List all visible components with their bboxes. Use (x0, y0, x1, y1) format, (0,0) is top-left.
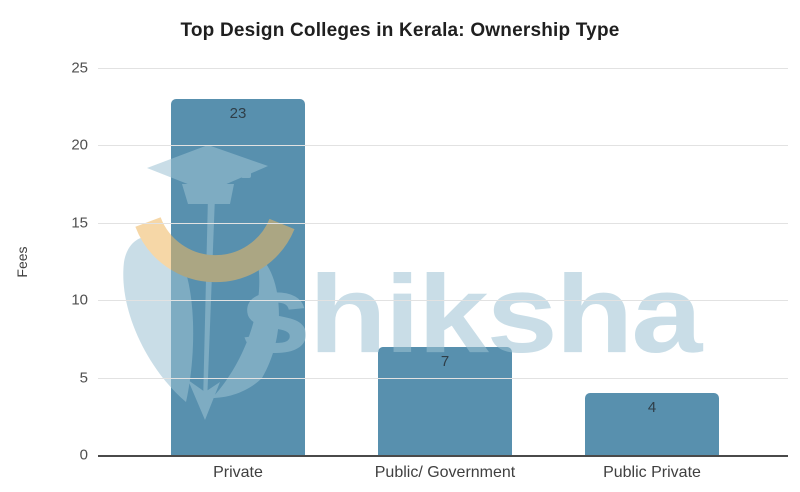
y-tick-label-0: 0 (79, 446, 88, 464)
chart-title: Top Design Colleges in Kerala: Ownership… (180, 20, 620, 41)
bar-value-label-public-government: 7 (440, 352, 450, 370)
y-tick-label-20: 20 (71, 136, 88, 154)
y-axis-label: Fees (14, 246, 30, 278)
bar-private: 23 (171, 98, 305, 455)
y-tick-label-5: 5 (79, 369, 88, 387)
y-tick-label-15: 15 (71, 214, 88, 232)
x-tick-label-private: Private (213, 464, 263, 481)
x-tick-label-public-government: Public/ Government (374, 464, 516, 481)
gridline-y-15 (98, 222, 788, 224)
bar-value-label-private: 23 (229, 104, 247, 122)
bar-public-government: 7 (378, 346, 512, 455)
bar-public-private: 4 (585, 393, 719, 455)
gridline-y-5 (98, 377, 788, 379)
gridline-y-10 (98, 300, 788, 302)
bar-value-label-public-private: 4 (647, 399, 657, 417)
y-tick-label-10: 10 (71, 291, 88, 309)
gridline-y-25 (98, 68, 788, 69)
x-axis-line (98, 455, 788, 457)
gridline-y-20 (98, 145, 788, 147)
y-tick-label-25: 25 (71, 59, 88, 77)
x-tick-label-public-private: Public Private (603, 464, 701, 481)
